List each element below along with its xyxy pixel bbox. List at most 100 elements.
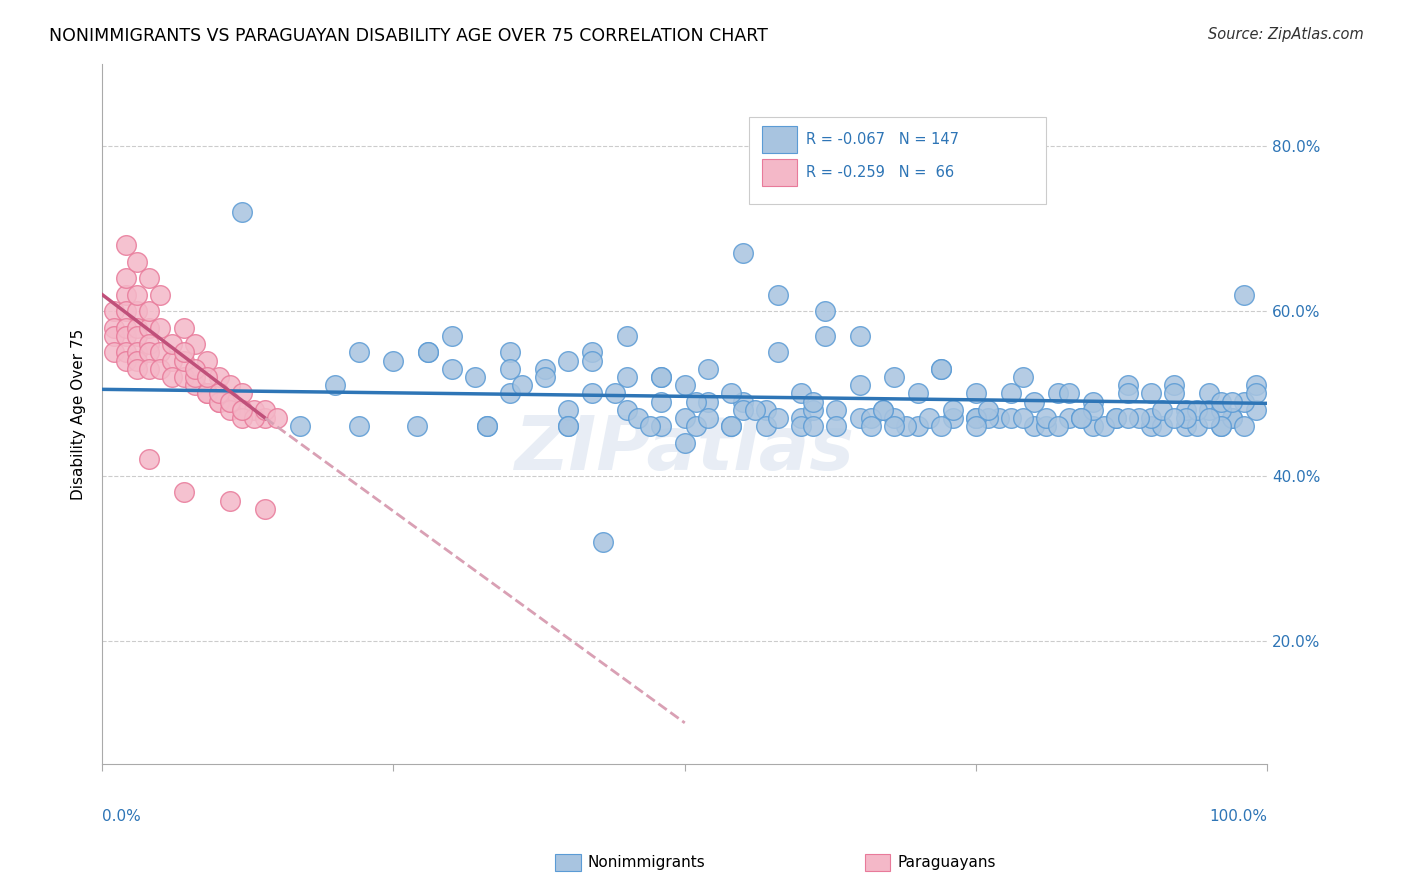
Point: [1233, 419, 1256, 434]
Point: [1059, 386, 1081, 401]
Point: [697, 394, 720, 409]
Point: [1163, 386, 1185, 401]
Text: ZIPatlas: ZIPatlas: [515, 412, 855, 485]
Point: [499, 345, 522, 359]
Point: [1024, 394, 1046, 409]
Point: [1209, 419, 1232, 434]
Point: [1244, 386, 1267, 401]
Point: [1222, 411, 1244, 425]
Text: Source: ZipAtlas.com: Source: ZipAtlas.com: [1208, 27, 1364, 42]
Point: [1198, 403, 1220, 417]
Point: [231, 403, 253, 417]
Point: [1046, 419, 1069, 434]
Point: [114, 304, 136, 318]
Point: [173, 370, 195, 384]
FancyBboxPatch shape: [749, 117, 1046, 204]
Point: [1000, 411, 1022, 425]
Point: [883, 419, 905, 434]
Point: [848, 328, 870, 343]
Point: [475, 419, 498, 434]
Point: [744, 403, 766, 417]
Point: [1187, 403, 1209, 417]
Point: [219, 394, 242, 409]
Point: [114, 353, 136, 368]
Point: [1174, 411, 1197, 425]
Point: [184, 337, 207, 351]
Point: [1187, 419, 1209, 434]
Point: [848, 411, 870, 425]
Point: [801, 394, 824, 409]
Text: NONIMMIGRANTS VS PARAGUAYAN DISABILITY AGE OVER 75 CORRELATION CHART: NONIMMIGRANTS VS PARAGUAYAN DISABILITY A…: [49, 27, 768, 45]
Point: [231, 411, 253, 425]
Point: [149, 361, 172, 376]
Point: [1209, 403, 1232, 417]
Point: [685, 419, 707, 434]
Point: [242, 403, 264, 417]
Point: [347, 419, 370, 434]
Point: [231, 386, 253, 401]
Point: [184, 361, 207, 376]
Point: [173, 353, 195, 368]
Point: [173, 320, 195, 334]
Point: [127, 353, 149, 368]
Point: [138, 304, 160, 318]
Point: [405, 419, 427, 434]
Point: [114, 320, 136, 334]
Point: [697, 361, 720, 376]
Point: [1140, 411, 1163, 425]
Point: [1163, 411, 1185, 425]
Point: [195, 386, 218, 401]
Point: [720, 419, 742, 434]
Point: [138, 337, 160, 351]
Point: [755, 403, 778, 417]
Point: [965, 419, 987, 434]
Point: [848, 378, 870, 392]
Point: [1174, 403, 1197, 417]
Point: [1140, 419, 1163, 434]
FancyBboxPatch shape: [762, 127, 797, 153]
Point: [790, 419, 813, 434]
Point: [731, 246, 754, 260]
Point: [581, 353, 603, 368]
Point: [650, 370, 672, 384]
Point: [208, 394, 231, 409]
Point: [534, 370, 557, 384]
Point: [790, 386, 813, 401]
FancyBboxPatch shape: [762, 160, 797, 186]
Point: [1233, 287, 1256, 301]
Point: [219, 378, 242, 392]
Point: [149, 345, 172, 359]
Point: [534, 361, 557, 376]
Point: [1209, 419, 1232, 434]
Point: [872, 403, 894, 417]
Point: [440, 361, 463, 376]
Point: [557, 419, 579, 434]
Point: [499, 361, 522, 376]
Point: [1116, 411, 1139, 425]
Point: [965, 386, 987, 401]
Point: [894, 419, 917, 434]
Point: [138, 345, 160, 359]
Point: [219, 403, 242, 417]
Point: [219, 394, 242, 409]
Point: [627, 411, 650, 425]
Point: [860, 419, 883, 434]
Point: [929, 361, 952, 376]
Point: [1059, 411, 1081, 425]
Point: [138, 452, 160, 467]
Point: [825, 403, 848, 417]
Point: [557, 353, 579, 368]
Point: [138, 320, 160, 334]
Point: [616, 403, 638, 417]
Point: [731, 403, 754, 417]
Point: [1116, 378, 1139, 392]
Text: 0.0%: 0.0%: [103, 809, 141, 824]
Point: [149, 287, 172, 301]
Point: [184, 378, 207, 392]
Point: [347, 345, 370, 359]
Point: [127, 254, 149, 268]
Point: [697, 411, 720, 425]
Point: [1222, 394, 1244, 409]
Point: [1244, 378, 1267, 392]
Point: [127, 287, 149, 301]
